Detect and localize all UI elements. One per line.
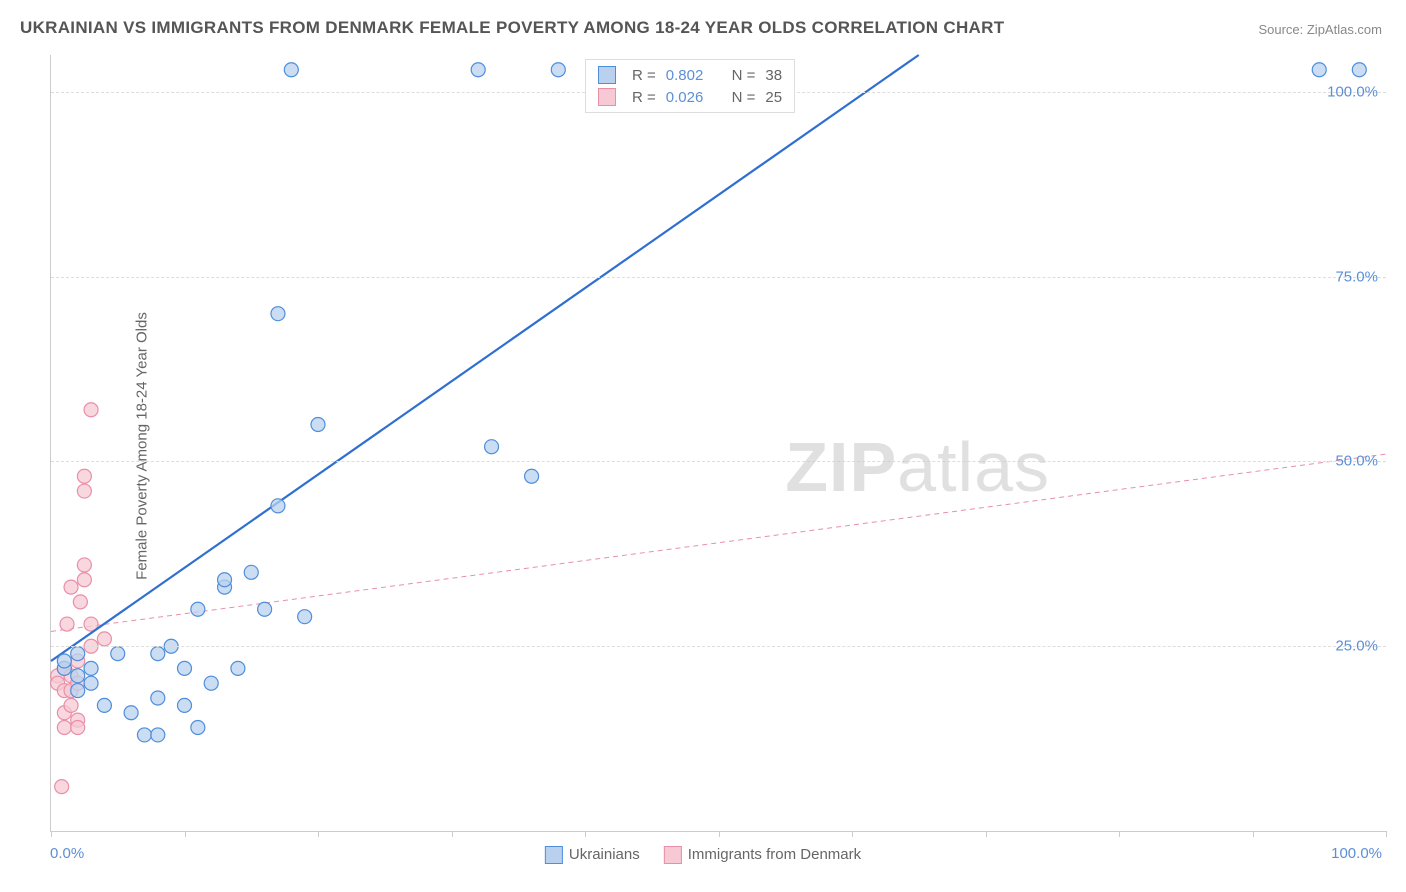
gridline (51, 461, 1386, 462)
x-tick (585, 831, 586, 837)
trend-line (51, 454, 1386, 631)
data-point (97, 698, 111, 712)
data-point (57, 721, 71, 735)
data-point (77, 484, 91, 498)
x-tick (1253, 831, 1254, 837)
swatch-denmark (598, 88, 616, 106)
legend-row-ukrainians: R = 0.802 N = 38 (598, 64, 782, 86)
data-point (204, 676, 218, 690)
legend-label-ukrainians: Ukrainians (569, 846, 640, 863)
x-tick (318, 831, 319, 837)
data-point (84, 403, 98, 417)
gridline (51, 646, 1386, 647)
data-point (84, 661, 98, 675)
chart-title: UKRAINIAN VS IMMIGRANTS FROM DENMARK FEM… (20, 18, 1004, 38)
data-point (244, 565, 258, 579)
data-point (71, 684, 85, 698)
series-legend: Ukrainians Immigrants from Denmark (545, 846, 861, 864)
data-point (77, 558, 91, 572)
data-point (298, 610, 312, 624)
data-point (84, 676, 98, 690)
x-tick (1119, 831, 1120, 837)
data-point (73, 595, 87, 609)
y-tick-label: 100.0% (1327, 83, 1378, 100)
x-tick (719, 831, 720, 837)
data-point (1352, 63, 1366, 77)
data-point (64, 580, 78, 594)
data-point (97, 632, 111, 646)
y-tick-label: 75.0% (1335, 268, 1378, 285)
legend-item-denmark: Immigrants from Denmark (664, 846, 861, 864)
data-point (551, 63, 565, 77)
data-point (231, 661, 245, 675)
r-label: R = (632, 89, 656, 106)
data-point (311, 418, 325, 432)
y-tick-label: 50.0% (1335, 453, 1378, 470)
data-point (178, 698, 192, 712)
gridline (51, 277, 1386, 278)
correlation-legend: R = 0.802 N = 38 R = 0.026 N = 25 (585, 59, 795, 113)
legend-item-ukrainians: Ukrainians (545, 846, 640, 864)
x-tick (1386, 831, 1387, 837)
data-point (284, 63, 298, 77)
data-point (151, 691, 165, 705)
data-point (71, 647, 85, 661)
swatch-ukrainians (598, 66, 616, 84)
data-point (271, 307, 285, 321)
data-point (71, 721, 85, 735)
legend-label-denmark: Immigrants from Denmark (688, 846, 861, 863)
n-value-ukrainians: 38 (765, 67, 782, 84)
n-label: N = (732, 89, 756, 106)
trend-line (51, 55, 919, 661)
data-point (77, 469, 91, 483)
r-value-denmark: 0.026 (666, 89, 704, 106)
x-axis-min-label: 0.0% (50, 845, 84, 862)
r-label: R = (632, 67, 656, 84)
data-point (77, 573, 91, 587)
data-point (485, 440, 499, 454)
scatter-svg (51, 55, 1386, 831)
data-point (191, 721, 205, 735)
data-point (191, 602, 205, 616)
data-point (218, 573, 232, 587)
x-tick (185, 831, 186, 837)
data-point (137, 728, 151, 742)
y-tick-label: 25.0% (1335, 638, 1378, 655)
n-label: N = (732, 67, 756, 84)
swatch-ukrainians-bottom (545, 846, 563, 864)
data-point (71, 669, 85, 683)
source-link[interactable]: ZipAtlas.com (1307, 22, 1382, 37)
data-point (124, 706, 138, 720)
data-point (151, 647, 165, 661)
data-point (525, 469, 539, 483)
x-tick (51, 831, 52, 837)
x-tick (452, 831, 453, 837)
data-point (64, 698, 78, 712)
data-point (60, 617, 74, 631)
data-point (57, 654, 71, 668)
data-point (258, 602, 272, 616)
chart-plot-area: ZIPatlas R = 0.802 N = 38 R = 0.026 N = … (50, 55, 1386, 832)
swatch-denmark-bottom (664, 846, 682, 864)
r-value-ukrainians: 0.802 (666, 67, 704, 84)
data-point (178, 661, 192, 675)
data-point (55, 780, 69, 794)
x-tick (986, 831, 987, 837)
legend-row-denmark: R = 0.026 N = 25 (598, 86, 782, 108)
x-axis-max-label: 100.0% (1331, 845, 1382, 862)
data-point (271, 499, 285, 513)
source-attribution: Source: ZipAtlas.com (1258, 22, 1382, 37)
x-tick (852, 831, 853, 837)
data-point (111, 647, 125, 661)
n-value-denmark: 25 (765, 89, 782, 106)
data-point (151, 728, 165, 742)
data-point (471, 63, 485, 77)
source-label: Source: (1258, 22, 1306, 37)
data-point (1312, 63, 1326, 77)
